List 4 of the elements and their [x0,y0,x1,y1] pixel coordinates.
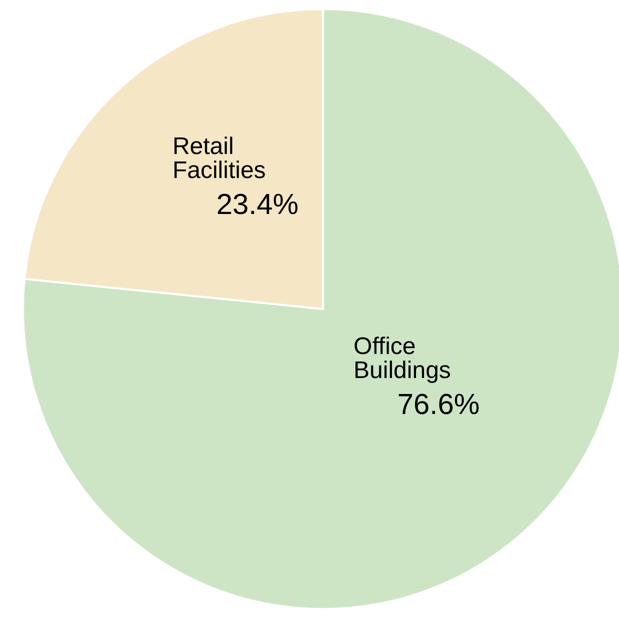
slice-label: Office Buildings [354,333,451,384]
data-label: 23.4% [216,188,299,221]
slice-label: Retail Facilities [172,132,266,184]
data-label: 76.6% [397,389,480,422]
